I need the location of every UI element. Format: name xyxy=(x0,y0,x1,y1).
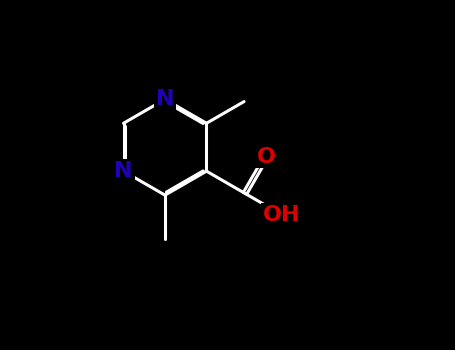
Text: N: N xyxy=(156,89,174,109)
Text: O: O xyxy=(257,147,276,167)
Text: N: N xyxy=(114,161,133,181)
Text: OH: OH xyxy=(263,205,300,225)
